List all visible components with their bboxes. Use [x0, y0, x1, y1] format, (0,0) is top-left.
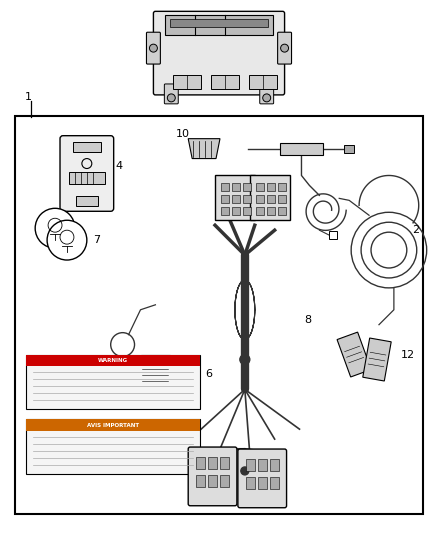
Bar [173, 75, 201, 89]
Bar [344, 144, 354, 152]
Circle shape [149, 44, 157, 52]
FancyBboxPatch shape [238, 449, 286, 508]
Text: 7: 7 [93, 235, 100, 245]
Text: 10: 10 [176, 128, 190, 139]
FancyBboxPatch shape [146, 32, 160, 64]
Polygon shape [363, 338, 391, 381]
Bar [258, 459, 267, 471]
Text: WARNING: WARNING [98, 358, 128, 363]
Bar [232, 196, 240, 203]
Bar [221, 196, 229, 203]
Bar [170, 19, 268, 27]
Text: 2: 2 [412, 225, 419, 235]
Polygon shape [337, 332, 371, 377]
Circle shape [35, 208, 75, 248]
FancyBboxPatch shape [153, 11, 285, 95]
Bar [232, 183, 240, 191]
Bar [76, 196, 98, 206]
Polygon shape [188, 139, 220, 158]
Text: 9: 9 [222, 17, 229, 26]
Bar [26, 354, 200, 367]
Bar [278, 196, 286, 203]
Bar [278, 207, 286, 215]
Bar [249, 75, 277, 89]
Bar [220, 457, 229, 469]
Text: 8: 8 [304, 314, 311, 325]
Text: 12: 12 [401, 350, 415, 360]
Bar [256, 196, 264, 203]
Bar [26, 419, 200, 431]
Bar [246, 459, 255, 471]
FancyBboxPatch shape [164, 84, 178, 104]
Bar [232, 207, 240, 215]
Circle shape [47, 220, 87, 260]
Bar [329, 231, 337, 239]
Bar [258, 477, 267, 489]
Bar [267, 196, 275, 203]
Bar [15, 116, 423, 514]
Text: 1: 1 [25, 92, 32, 102]
Bar [220, 475, 229, 487]
Text: 3: 3 [268, 181, 275, 190]
Text: 4: 4 [116, 160, 123, 171]
Bar [278, 183, 286, 191]
Bar [26, 419, 200, 474]
Bar [208, 457, 217, 469]
Bar [26, 354, 200, 409]
Bar [73, 142, 101, 151]
Circle shape [281, 44, 289, 52]
Bar [270, 459, 279, 471]
Text: AVIS IMPORTANT: AVIS IMPORTANT [87, 423, 139, 427]
FancyBboxPatch shape [188, 447, 237, 506]
Circle shape [263, 94, 271, 102]
Bar [221, 207, 229, 215]
Bar [279, 143, 323, 155]
Text: 5: 5 [178, 369, 185, 379]
FancyBboxPatch shape [60, 136, 114, 211]
Circle shape [167, 94, 175, 102]
Bar [250, 175, 290, 220]
Text: 6: 6 [205, 369, 212, 379]
Bar [267, 183, 275, 191]
Bar [267, 207, 275, 215]
Bar [246, 477, 255, 489]
Bar [165, 15, 273, 35]
Bar [243, 196, 251, 203]
Circle shape [240, 354, 250, 365]
Bar [221, 183, 229, 191]
Bar [243, 207, 251, 215]
FancyBboxPatch shape [260, 84, 274, 104]
Bar [256, 207, 264, 215]
Bar [69, 173, 105, 184]
Bar [256, 183, 264, 191]
Bar [141, 354, 170, 394]
Bar [215, 175, 255, 220]
Bar [211, 75, 239, 89]
Bar [270, 477, 279, 489]
Bar [196, 475, 205, 487]
Bar [208, 475, 217, 487]
Bar [196, 457, 205, 469]
Bar [243, 183, 251, 191]
FancyBboxPatch shape [278, 32, 292, 64]
Circle shape [241, 467, 249, 475]
